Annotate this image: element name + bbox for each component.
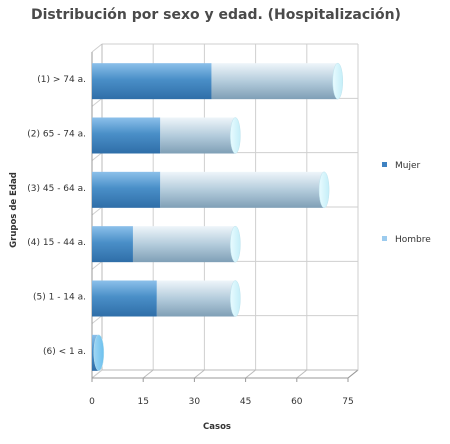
category-label-3: (3) 45 - 64 a. bbox=[27, 184, 86, 194]
legend-label-hombre: Hombre bbox=[395, 235, 431, 245]
legend-swatch-mujer bbox=[382, 162, 387, 167]
bar-cap-5 bbox=[230, 280, 241, 317]
category-labels: (1) > 74 a. (2) 65 - 74 a. (3) 45 - 64 a. (… bbox=[27, 75, 86, 357]
plot-bars bbox=[92, 62, 344, 372]
bar-hombre-2 bbox=[160, 117, 236, 154]
x-axis-title: Casos bbox=[203, 422, 231, 432]
legend: Mujer Hombre bbox=[382, 161, 431, 245]
bar-cap-1 bbox=[332, 62, 344, 100]
bar-cap-6 bbox=[93, 334, 105, 372]
category-label-6: (6) < 1 a. bbox=[43, 347, 86, 357]
bar-mujer-1 bbox=[92, 63, 212, 100]
category-label-4: (4) 15 - 44 a. bbox=[27, 238, 86, 248]
bar-mujer-3 bbox=[92, 171, 161, 208]
category-label-1: (1) > 74 a. bbox=[37, 75, 86, 85]
x-tick-labels: 0 15 30 45 60 75 bbox=[89, 378, 354, 407]
bar-mujer-4 bbox=[92, 226, 133, 263]
bar-mujer-5 bbox=[92, 280, 157, 317]
bar-cap-2 bbox=[230, 117, 241, 154]
bar-mujer-2 bbox=[92, 117, 161, 154]
bar-hombre-4 bbox=[132, 226, 236, 263]
bar-hombre-5 bbox=[156, 280, 236, 317]
x-tick-label-4: 60 bbox=[291, 397, 303, 407]
chart-title: Distribución por sexo y edad. (Hospitali… bbox=[31, 7, 401, 23]
x-tick-label-1: 15 bbox=[137, 397, 148, 407]
x-tick-label-0: 0 bbox=[89, 397, 95, 407]
bar-hombre-1 bbox=[211, 63, 338, 100]
y-axis-title: Grupos de Edad bbox=[9, 172, 19, 248]
x-tick-label-2: 30 bbox=[189, 397, 201, 407]
x-tick-label-5: 75 bbox=[342, 397, 353, 407]
bar-cap-3 bbox=[318, 171, 330, 209]
x-tick-label-3: 45 bbox=[240, 397, 251, 407]
bar-cap-4 bbox=[230, 225, 241, 263]
bar-hombre-3 bbox=[160, 171, 325, 208]
category-label-5: (5) 1 - 14 a. bbox=[33, 293, 86, 303]
legend-swatch-hombre bbox=[382, 236, 387, 241]
category-label-2: (2) 65 - 74 a. bbox=[27, 130, 86, 140]
legend-label-mujer: Mujer bbox=[395, 161, 421, 171]
